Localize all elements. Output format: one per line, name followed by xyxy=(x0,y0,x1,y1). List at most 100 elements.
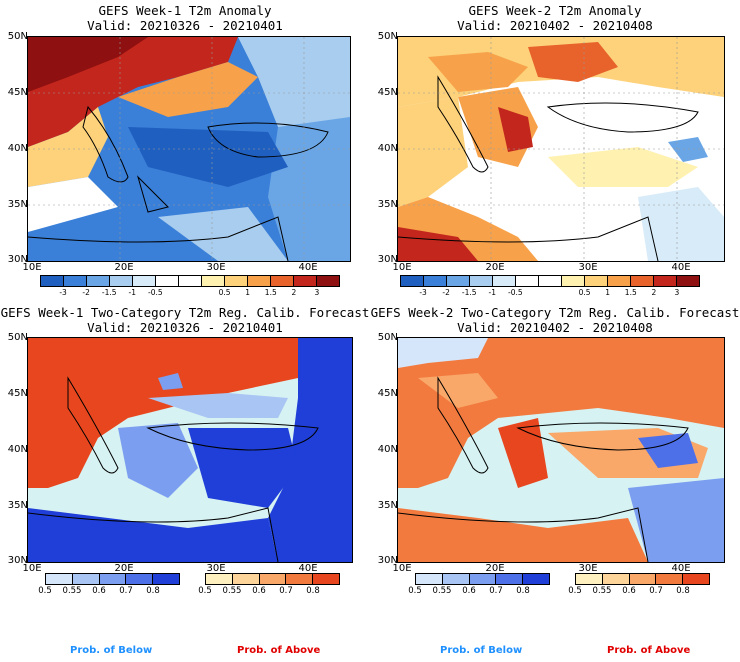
lat-tick: 35N xyxy=(377,500,398,511)
colorbar-label: -3 xyxy=(59,288,67,297)
colorbar-swatch xyxy=(496,574,524,584)
colorbar-swatch xyxy=(442,574,470,584)
lon-tick: 20E xyxy=(114,262,134,273)
colorbar-label: 1.5 xyxy=(264,288,277,297)
colorbar-label: 0.8 xyxy=(146,586,160,596)
lon-tick: 10E xyxy=(22,262,42,273)
colorbar-label: -0.5 xyxy=(148,288,163,297)
lat-tick: 30N xyxy=(7,254,28,265)
colorbar-label: 0.5 xyxy=(568,586,582,596)
colorbar-label: 0.55 xyxy=(222,586,242,596)
lat-tick: 45N xyxy=(377,388,398,399)
colorbar-label: -2 xyxy=(82,288,90,297)
colorbar-label: 0.7 xyxy=(119,586,133,596)
panel-week2-anomaly: GEFS Week-2 T2m Anomaly Valid: 20210402 … xyxy=(370,0,740,300)
colorbar-label: 0.8 xyxy=(676,586,690,596)
colorbar-swatch xyxy=(232,574,260,584)
colorbar-swatch xyxy=(654,276,677,286)
colorbar-swatch xyxy=(225,276,248,286)
above-prob-colorbar xyxy=(205,573,340,585)
colorbar-swatch xyxy=(64,276,87,286)
lon-tick: 10E xyxy=(392,262,412,273)
lon-tick: 30E xyxy=(206,563,226,574)
colorbar-swatch xyxy=(153,574,179,584)
colorbar-label: 0.6 xyxy=(462,586,476,596)
lat-tick: 35N xyxy=(7,199,28,210)
lat-tick: 40N xyxy=(7,143,28,154)
panel-week2-probability: GEFS Week-2 Two-Category T2m Reg. Calib.… xyxy=(370,300,740,600)
lat-tick: 50N xyxy=(377,31,398,42)
lat-tick: 40N xyxy=(377,444,398,455)
map-canvas xyxy=(398,338,724,562)
colorbar-label: 0.6 xyxy=(252,586,266,596)
colorbar-label: -1 xyxy=(488,288,497,297)
lon-tick: 40E xyxy=(671,262,691,273)
anomaly-colorbar xyxy=(40,275,340,287)
colorbar-swatch xyxy=(133,276,156,286)
colorbar-swatch xyxy=(469,574,497,584)
colorbar-label: -3 xyxy=(419,288,427,297)
colorbar-label: 1 xyxy=(245,288,251,297)
lat-tick: 40N xyxy=(7,444,28,455)
lon-tick: 40E xyxy=(298,563,318,574)
colorbar-swatch xyxy=(126,574,154,584)
colorbar-label: 0.5 xyxy=(38,586,52,596)
colorbar-label: 0.5 xyxy=(408,586,422,596)
colorbar-swatch xyxy=(447,276,470,286)
colorbar-swatch xyxy=(313,574,339,584)
lat-tick: 35N xyxy=(377,199,398,210)
colorbar-swatch xyxy=(99,574,127,584)
prob-below-legend-label: Prob. of Below xyxy=(440,645,523,656)
colorbar-swatch xyxy=(179,276,202,286)
colorbar-swatch xyxy=(424,276,447,286)
colorbar-swatch xyxy=(87,276,110,286)
colorbar-swatch xyxy=(576,574,603,584)
colorbar-swatch xyxy=(656,574,684,584)
colorbar-label: 0.55 xyxy=(62,586,82,596)
colorbar-swatch xyxy=(259,574,287,584)
colorbar-label: 0.8 xyxy=(306,586,320,596)
colorbar-label: 0.6 xyxy=(92,586,106,596)
colorbar-swatch xyxy=(470,276,493,286)
colorbar-swatch xyxy=(286,574,314,584)
panel-week1-probability: GEFS Week-1 Two-Category T2m Reg. Calib.… xyxy=(0,300,370,600)
lat-tick: 50N xyxy=(7,332,28,343)
colorbar-label: -1.5 xyxy=(101,288,117,297)
panel-valid-dates: Valid: 20210326 - 20210401 xyxy=(87,320,283,335)
prob-above-legend-label: Prob. of Above xyxy=(237,645,321,656)
panel-valid-dates: Valid: 20210326 - 20210401 xyxy=(87,18,283,33)
colorbar-label: 3 xyxy=(314,288,320,297)
lon-tick: 20E xyxy=(485,563,505,574)
lat-tick: 50N xyxy=(7,31,28,42)
below-prob-colorbar xyxy=(45,573,180,585)
colorbar-label: 0.5 xyxy=(198,586,212,596)
lat-tick: 45N xyxy=(7,87,28,98)
colorbar-label: 0.7 xyxy=(489,586,503,596)
colorbar-swatch xyxy=(401,276,424,286)
colorbar-swatch xyxy=(46,574,73,584)
lat-tick: 30N xyxy=(377,254,398,265)
map-canvas xyxy=(28,338,352,562)
colorbar-label: -0.5 xyxy=(508,288,523,297)
colorbar-swatch xyxy=(294,276,317,286)
lat-tick: 45N xyxy=(377,87,398,98)
lon-tick: 30E xyxy=(206,262,226,273)
lat-tick: 30N xyxy=(377,555,398,566)
probability-map xyxy=(397,337,725,563)
colorbar-swatch xyxy=(629,574,657,584)
colorbar-swatch xyxy=(539,276,562,286)
colorbar-swatch xyxy=(493,276,516,286)
colorbar-swatch xyxy=(317,276,339,286)
colorbar-swatch xyxy=(585,276,608,286)
anomaly-colorbar xyxy=(400,275,700,287)
colorbar-label: 3 xyxy=(674,288,680,297)
probability-map xyxy=(27,337,353,563)
colorbar-label: 2 xyxy=(291,288,297,297)
above-prob-colorbar xyxy=(575,573,710,585)
colorbar-label: 1 xyxy=(605,288,611,297)
colorbar-swatch xyxy=(631,276,654,286)
colorbar-swatch xyxy=(562,276,585,286)
lat-tick: 40N xyxy=(377,143,398,154)
colorbar-swatch xyxy=(202,276,225,286)
lat-tick: 30N xyxy=(7,555,28,566)
